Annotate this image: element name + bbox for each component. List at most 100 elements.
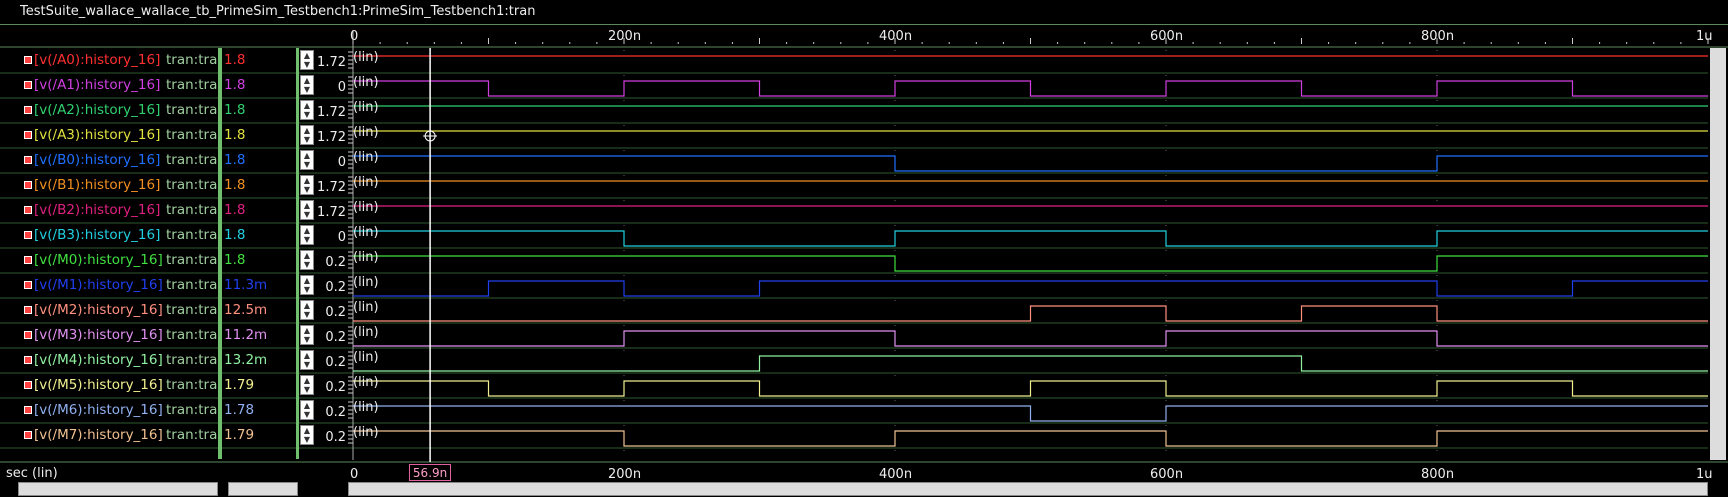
- time-hscrollbar[interactable]: [348, 482, 1708, 496]
- signal-name[interactable]: [v(/A0):history_16]: [34, 52, 161, 68]
- chevron-down-icon[interactable]: ▼: [303, 360, 311, 369]
- signal-name[interactable]: [v(/A3):history_16]: [34, 127, 161, 143]
- signal-row[interactable]: [v(/M1):history_16] tran:tra: [0, 273, 218, 298]
- signal-name[interactable]: [v(/M4):history_16]: [34, 352, 163, 368]
- row-scale-stepper[interactable]: ▲ ▼: [300, 175, 314, 195]
- row-scale-stepper[interactable]: ▲ ▼: [300, 225, 314, 245]
- signal-name[interactable]: [v(/M0):history_16]: [34, 252, 163, 268]
- chevron-down-icon[interactable]: ▼: [303, 260, 311, 269]
- chevron-up-icon[interactable]: ▲: [303, 376, 311, 385]
- signal-name[interactable]: [v(/M2):history_16]: [34, 302, 163, 318]
- chevron-up-icon[interactable]: ▲: [303, 76, 311, 85]
- signal-row[interactable]: [v(/M6):history_16] tran:tra: [0, 398, 218, 423]
- row-scale-stepper[interactable]: ▲ ▼: [300, 375, 314, 395]
- chevron-down-icon[interactable]: ▼: [303, 85, 311, 94]
- signal-waveform[interactable]: [353, 430, 1708, 447]
- signal-row[interactable]: [v(/A3):history_16] tran:tra: [0, 123, 218, 148]
- signal-row[interactable]: [v(/A1):history_16] tran:tra: [0, 73, 218, 98]
- column-separator[interactable]: [218, 48, 222, 459]
- signal-name[interactable]: [v(/A2):history_16]: [34, 102, 161, 118]
- chevron-up-icon[interactable]: ▲: [303, 201, 311, 210]
- chevron-up-icon[interactable]: ▲: [303, 226, 311, 235]
- value-panel-hscrollbar[interactable]: [228, 482, 298, 496]
- chevron-down-icon[interactable]: ▼: [303, 135, 311, 144]
- signal-row[interactable]: [v(/M7):history_16] tran:tra: [0, 423, 218, 448]
- signal-waveform[interactable]: [353, 230, 1708, 247]
- signal-visibility-icon[interactable]: [24, 406, 32, 414]
- signal-row[interactable]: [v(/B1):history_16] tran:tra: [0, 173, 218, 198]
- signal-row[interactable]: [v(/M5):history_16] tran:tra: [0, 373, 218, 398]
- signal-visibility-icon[interactable]: [24, 231, 32, 239]
- signal-visibility-icon[interactable]: [24, 81, 32, 89]
- chevron-down-icon[interactable]: ▼: [303, 335, 311, 344]
- chevron-down-icon[interactable]: ▼: [303, 185, 311, 194]
- signal-name[interactable]: [v(/M3):history_16]: [34, 327, 163, 343]
- signal-waveform[interactable]: [353, 380, 1708, 397]
- row-scale-stepper[interactable]: ▲ ▼: [300, 350, 314, 370]
- signal-waveform[interactable]: [353, 330, 1708, 347]
- signal-name[interactable]: [v(/M7):history_16]: [34, 427, 163, 443]
- signal-name[interactable]: [v(/A1):history_16]: [34, 77, 161, 93]
- signal-visibility-icon[interactable]: [24, 56, 32, 64]
- signal-visibility-icon[interactable]: [24, 206, 32, 214]
- signal-visibility-icon[interactable]: [24, 106, 32, 114]
- chevron-up-icon[interactable]: ▲: [303, 176, 311, 185]
- chevron-up-icon[interactable]: ▲: [303, 151, 311, 160]
- signal-waveform[interactable]: [353, 405, 1708, 422]
- chevron-down-icon[interactable]: ▼: [303, 385, 311, 394]
- row-scale-stepper[interactable]: ▲ ▼: [300, 125, 314, 145]
- signal-visibility-icon[interactable]: [24, 306, 32, 314]
- row-scale-stepper[interactable]: ▲ ▼: [300, 425, 314, 445]
- chevron-up-icon[interactable]: ▲: [303, 251, 311, 260]
- chevron-down-icon[interactable]: ▼: [303, 210, 311, 219]
- signal-name[interactable]: [v(/B3):history_16]: [34, 227, 161, 243]
- signal-row[interactable]: [v(/M0):history_16] tran:tra: [0, 248, 218, 273]
- signal-name[interactable]: [v(/B1):history_16]: [34, 177, 161, 193]
- signal-row[interactable]: [v(/M3):history_16] tran:tra: [0, 323, 218, 348]
- chevron-down-icon[interactable]: ▼: [303, 110, 311, 119]
- signal-row[interactable]: [v(/M4):history_16] tran:tra: [0, 348, 218, 373]
- row-scale-stepper[interactable]: ▲ ▼: [300, 300, 314, 320]
- chevron-up-icon[interactable]: ▲: [303, 326, 311, 335]
- column-separator[interactable]: [296, 48, 299, 459]
- signal-name[interactable]: [v(/B0):history_16]: [34, 152, 161, 168]
- signal-waveform[interactable]: [353, 155, 1708, 172]
- row-scale-stepper[interactable]: ▲ ▼: [300, 325, 314, 345]
- chevron-down-icon[interactable]: ▼: [303, 310, 311, 319]
- signal-visibility-icon[interactable]: [24, 331, 32, 339]
- cursor-time-label[interactable]: 56.9n: [409, 464, 452, 481]
- signal-name[interactable]: [v(/B2):history_16]: [34, 202, 161, 218]
- signal-waveform[interactable]: [353, 80, 1708, 97]
- signal-name[interactable]: [v(/M6):history_16]: [34, 402, 163, 418]
- signal-row[interactable]: [v(/M2):history_16] tran:tra: [0, 298, 218, 323]
- row-scale-stepper[interactable]: ▲ ▼: [300, 275, 314, 295]
- row-scale-stepper[interactable]: ▲ ▼: [300, 200, 314, 220]
- chevron-down-icon[interactable]: ▼: [303, 285, 311, 294]
- signal-row[interactable]: [v(/A0):history_16] tran:tra: [0, 48, 218, 73]
- signal-visibility-icon[interactable]: [24, 381, 32, 389]
- chevron-down-icon[interactable]: ▼: [303, 160, 311, 169]
- chevron-up-icon[interactable]: ▲: [303, 101, 311, 110]
- signal-waveform[interactable]: [353, 355, 1708, 372]
- chevron-up-icon[interactable]: ▲: [303, 351, 311, 360]
- row-scale-stepper[interactable]: ▲ ▼: [300, 75, 314, 95]
- signal-visibility-icon[interactable]: [24, 181, 32, 189]
- signal-visibility-icon[interactable]: [24, 256, 32, 264]
- chevron-up-icon[interactable]: ▲: [303, 426, 311, 435]
- signal-row[interactable]: [v(/A2):history_16] tran:tra: [0, 98, 218, 123]
- chevron-up-icon[interactable]: ▲: [303, 301, 311, 310]
- signal-name[interactable]: [v(/M5):history_16]: [34, 377, 163, 393]
- signal-waveform[interactable]: [353, 280, 1708, 297]
- chevron-up-icon[interactable]: ▲: [303, 401, 311, 410]
- signal-visibility-icon[interactable]: [24, 431, 32, 439]
- signal-name[interactable]: [v(/M1):history_16]: [34, 277, 163, 293]
- signal-waveform[interactable]: [353, 255, 1708, 272]
- signal-visibility-icon[interactable]: [24, 356, 32, 364]
- chevron-down-icon[interactable]: ▼: [303, 410, 311, 419]
- signal-row[interactable]: [v(/B3):history_16] tran:tra: [0, 223, 218, 248]
- signal-row[interactable]: [v(/B0):history_16] tran:tra: [0, 148, 218, 173]
- chevron-down-icon[interactable]: ▼: [303, 235, 311, 244]
- row-scale-stepper[interactable]: ▲ ▼: [300, 100, 314, 120]
- chevron-down-icon[interactable]: ▼: [303, 60, 311, 69]
